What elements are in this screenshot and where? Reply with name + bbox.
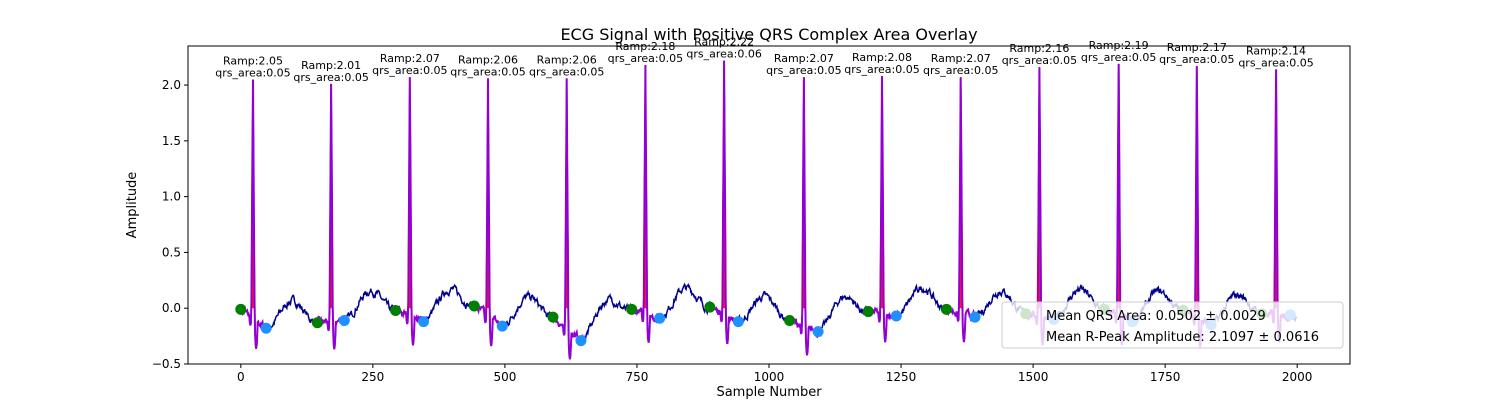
qrs-onset-marker — [862, 306, 874, 318]
qrs-area-label: qrs_area:0.05 — [372, 64, 447, 77]
qrs-offset-marker — [575, 335, 587, 347]
qrs-offset-marker — [496, 320, 508, 332]
qrs-offset-marker — [260, 322, 272, 334]
y-axis-label: Amplitude — [125, 172, 140, 239]
x-tick-label: 2000 — [1282, 370, 1313, 384]
qrs-segment-line — [316, 83, 346, 350]
legend: Mean QRS Area: 0.0502 ± 0.0029 Mean R-Pe… — [1001, 301, 1344, 349]
qrs-area-label: qrs_area:0.05 — [923, 64, 998, 77]
r-peak-amplitude-label: Ramp:2.06 — [458, 53, 518, 66]
x-tick-label: 750 — [626, 370, 649, 384]
r-peak-amplitude-label: Ramp:2.17 — [1167, 41, 1227, 54]
qrs-area-label: qrs_area:0.05 — [1159, 53, 1234, 66]
qrs-onset-marker — [390, 304, 402, 316]
y-tick-label: 2.0 — [162, 78, 181, 92]
r-peak-amplitude-label: Ramp:2.01 — [301, 59, 361, 72]
qrs-area-label: qrs_area:0.05 — [766, 64, 841, 77]
r-peak-amplitude-label: Ramp:2.07 — [774, 52, 834, 65]
qrs-onset-marker — [940, 303, 952, 315]
qrs-segment-line — [788, 77, 820, 356]
qrs-area-label: qrs_area:0.05 — [450, 65, 525, 78]
qrs-onset-marker — [626, 303, 638, 315]
y-tick-label: 0.5 — [162, 245, 181, 259]
y-tick-label: 1.0 — [162, 190, 181, 204]
qrs-offset-marker — [418, 316, 430, 328]
qrs-onset-marker — [468, 300, 480, 312]
r-peak-amplitude-label: Ramp:2.05 — [223, 54, 283, 67]
qrs-offset-marker — [969, 311, 981, 323]
y-tick-label: 1.5 — [162, 134, 181, 148]
legend-entry-qrs-area: Mean QRS Area: 0.0502 ± 0.0029 — [1046, 309, 1266, 324]
qrs-offset-marker — [338, 314, 350, 326]
x-axis-label: Sample Number — [716, 385, 822, 400]
r-peak-amplitude-label: Ramp:2.06 — [537, 53, 597, 66]
qrs-onset-marker — [704, 301, 716, 313]
qrs-area-label: qrs_area:0.05 — [1238, 56, 1313, 69]
r-peak-amplitude-label: Ramp:2.07 — [380, 52, 440, 65]
qrs-area-label: qrs_area:0.05 — [215, 66, 290, 79]
qrs-segment-line — [552, 78, 582, 360]
qrs-area-label: qrs_area:0.05 — [529, 65, 604, 78]
qrs-offset-marker — [890, 310, 902, 322]
qrs-onset-marker — [235, 303, 247, 315]
qrs-segment-line — [473, 78, 504, 347]
x-tick-label: 1000 — [754, 370, 785, 384]
r-peak-amplitude-label: Ramp:2.08 — [852, 51, 912, 64]
qrs-area-label: qrs_area:0.05 — [293, 71, 368, 84]
beat-annotation-layer: Ramp:2.05qrs_area:0.05Ramp:2.01qrs_area:… — [215, 36, 1314, 84]
x-tick-label: 250 — [361, 370, 384, 384]
r-peak-amplitude-label: Ramp:2.07 — [931, 52, 991, 65]
qrs-area-label: qrs_area:0.06 — [686, 48, 761, 61]
qrs-offset-marker — [654, 312, 666, 324]
qrs-area-label: qrs_area:0.05 — [1002, 54, 1077, 67]
r-peak-amplitude-label: Ramp:2.14 — [1246, 44, 1306, 57]
qrs-area-label: qrs_area:0.05 — [844, 63, 919, 76]
x-tick-label: 1250 — [886, 370, 917, 384]
x-tick-label: 1750 — [1150, 370, 1181, 384]
qrs-onset-marker — [547, 311, 559, 323]
r-peak-amplitude-label: Ramp:2.19 — [1089, 39, 1149, 52]
x-tick-label: 1500 — [1018, 370, 1049, 384]
x-tick-label: 0 — [237, 370, 245, 384]
qrs-area-label: qrs_area:0.05 — [608, 52, 683, 65]
y-tick-label: 0.0 — [162, 301, 181, 315]
qrs-offset-marker — [732, 316, 744, 328]
x-tick-label: 500 — [493, 370, 516, 384]
r-peak-amplitude-label: Ramp:2.16 — [1009, 42, 1069, 55]
y-tick-label: −0.5 — [152, 357, 181, 371]
legend-box — [1001, 301, 1344, 349]
r-peak-amplitude-label: Ramp:2.22 — [694, 36, 754, 49]
chart-title: ECG Signal with Positive QRS Complex Are… — [560, 25, 977, 44]
legend-entry-r-peak-amplitude: Mean R-Peak Amplitude: 2.1097 ± 0.0616 — [1046, 330, 1319, 345]
x-axis: 0 250 500 750 1000 1250 1500 1750 2000 — [237, 364, 1312, 384]
y-axis: −0.5 0.0 0.5 1.0 1.5 2.0 — [152, 78, 188, 371]
qrs-onset-marker — [784, 314, 796, 326]
qrs-area-label: qrs_area:0.05 — [1081, 51, 1156, 64]
qrs-onset-marker — [311, 317, 323, 329]
qrs-offset-marker — [812, 326, 824, 338]
